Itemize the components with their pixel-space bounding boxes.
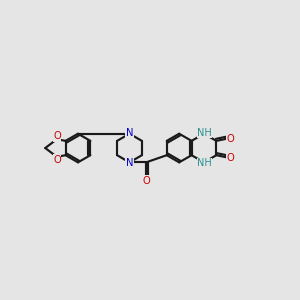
- Text: O: O: [142, 176, 150, 186]
- Text: NH: NH: [197, 158, 212, 168]
- Text: NH: NH: [197, 128, 212, 138]
- Text: N: N: [126, 158, 133, 168]
- Text: N: N: [126, 128, 133, 138]
- Text: O: O: [227, 134, 235, 144]
- Text: O: O: [53, 131, 61, 141]
- Text: O: O: [53, 155, 61, 165]
- Text: O: O: [227, 152, 235, 163]
